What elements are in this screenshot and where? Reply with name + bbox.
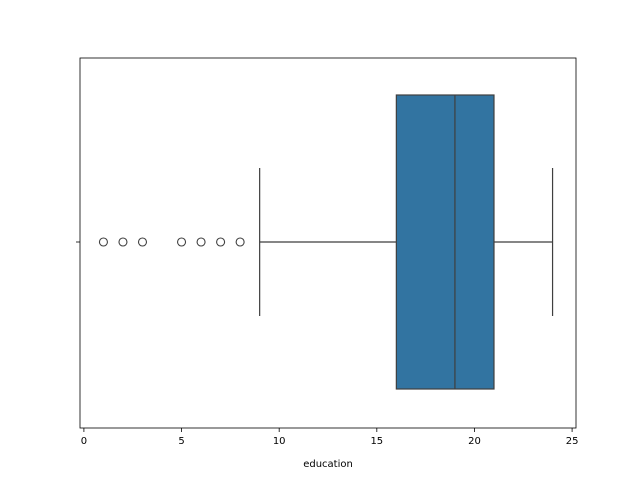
x-axis-label: education	[303, 459, 353, 470]
interquartile-box	[395, 94, 495, 390]
chart-marks	[98, 94, 554, 390]
x-axis: 0 5 10 15 20 25	[81, 428, 579, 447]
outlier-point	[235, 237, 245, 247]
x-tick-label: 25	[566, 436, 579, 447]
x-tick-label: 15	[370, 436, 383, 447]
x-tick-label: 5	[178, 436, 184, 447]
x-tick-label: 10	[273, 436, 286, 447]
x-tick-label: 20	[468, 436, 481, 447]
plot-frame	[79, 57, 577, 429]
outlier-point	[118, 237, 128, 247]
outlier-point	[137, 237, 148, 247]
x-tick-label: 0	[81, 436, 87, 447]
outlier-point	[98, 237, 108, 247]
plot-area	[80, 58, 576, 428]
outlier-point	[216, 237, 226, 247]
outlier-point	[196, 237, 206, 247]
outlier-point	[176, 237, 187, 247]
